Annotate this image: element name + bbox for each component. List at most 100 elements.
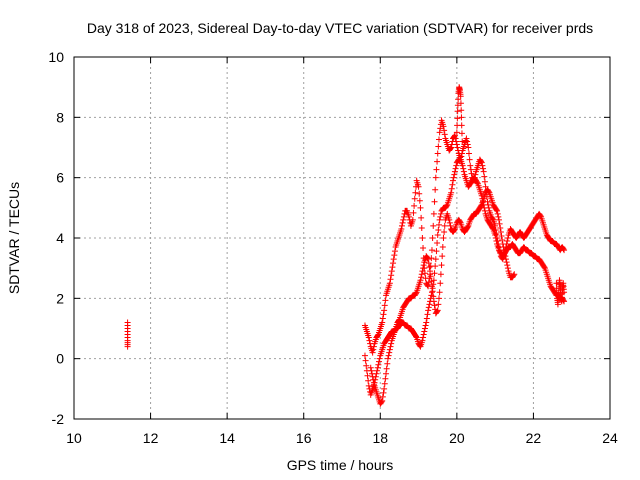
data-point <box>511 271 518 278</box>
data-point <box>458 122 465 129</box>
data-point <box>448 141 455 148</box>
data-point <box>447 222 454 229</box>
data-point <box>434 240 441 247</box>
data-point <box>418 224 425 231</box>
data-point <box>390 260 397 267</box>
data-point <box>493 238 500 245</box>
data-point <box>502 253 509 260</box>
data-point <box>492 231 499 238</box>
data-point <box>493 206 500 213</box>
data-point <box>361 352 368 359</box>
data-point <box>481 173 488 180</box>
data-point <box>380 311 387 318</box>
data-point <box>417 204 424 211</box>
data-point <box>448 189 455 196</box>
data-point <box>416 190 423 197</box>
data-point <box>499 237 506 244</box>
data-point <box>388 272 395 279</box>
data-point <box>434 308 441 315</box>
data-point <box>489 224 496 231</box>
data-point <box>504 235 511 241</box>
data-point <box>497 228 504 235</box>
data-point <box>498 232 505 239</box>
data-point <box>496 220 503 227</box>
data-point <box>478 159 485 166</box>
data-point <box>451 168 458 175</box>
data-point <box>418 271 425 278</box>
data-point <box>391 252 398 259</box>
data-point <box>391 248 398 255</box>
data-point <box>494 210 501 217</box>
chart-title: Day 318 of 2023, Sidereal Day-to-day VTE… <box>87 20 593 36</box>
data-point <box>435 301 442 308</box>
data-point <box>384 355 391 362</box>
data-point <box>428 289 435 296</box>
data-point <box>437 271 444 278</box>
data-point <box>443 202 450 209</box>
x-tick-labels: 10 12 14 16 18 20 22 24 <box>66 430 618 446</box>
data-point <box>388 340 395 347</box>
data-point <box>399 219 406 226</box>
data-point <box>413 333 420 340</box>
data-point <box>411 195 418 202</box>
data-point <box>468 170 475 177</box>
data-point <box>463 135 470 142</box>
data-point <box>398 225 405 232</box>
data-point <box>362 357 369 364</box>
data-point <box>499 241 506 248</box>
data-point <box>369 373 376 380</box>
data-point <box>380 389 387 396</box>
x-tick-label: 24 <box>602 430 618 446</box>
data-point <box>395 317 402 324</box>
data-point <box>485 188 492 195</box>
data-point <box>423 319 430 326</box>
x-tick-label: 20 <box>449 430 465 446</box>
data-point <box>454 144 461 151</box>
data-point <box>411 202 418 209</box>
data-point <box>478 202 485 209</box>
data-point <box>441 131 448 138</box>
y-tick-label: 2 <box>56 290 64 306</box>
data-point <box>457 93 464 100</box>
data-point <box>386 346 393 353</box>
data-point <box>428 247 435 254</box>
data-point <box>437 280 444 287</box>
data-point <box>489 215 496 222</box>
data-point <box>417 277 424 284</box>
data-point <box>430 277 437 284</box>
data-point <box>504 262 511 269</box>
x-tick-label: 22 <box>526 430 542 446</box>
data-point <box>381 302 388 309</box>
data-point <box>435 221 442 228</box>
data-point <box>376 355 383 362</box>
data-point <box>481 178 488 185</box>
data-point <box>453 138 460 145</box>
y-axis-label: SDTVAR / TECUs <box>6 182 22 294</box>
data-point <box>436 289 443 296</box>
data-point <box>374 364 381 371</box>
data-point <box>454 115 461 122</box>
data-point <box>437 210 444 217</box>
data-point <box>492 235 499 241</box>
data-points <box>124 84 568 407</box>
data-point <box>553 280 560 287</box>
data-point <box>425 304 432 311</box>
data-point <box>401 210 408 217</box>
data-point <box>561 247 568 254</box>
data-point <box>438 262 445 269</box>
data-point <box>423 315 430 322</box>
data-point <box>419 235 426 241</box>
data-point <box>415 183 422 190</box>
data-point <box>381 380 388 387</box>
data-point <box>450 174 457 181</box>
data-point <box>370 346 377 353</box>
data-point <box>430 293 437 300</box>
data-point <box>375 361 382 368</box>
data-point <box>501 250 508 257</box>
y-tick-label: 8 <box>56 109 64 125</box>
x-tick-label: 18 <box>372 430 388 446</box>
data-point <box>432 174 439 181</box>
data-point <box>425 260 432 267</box>
